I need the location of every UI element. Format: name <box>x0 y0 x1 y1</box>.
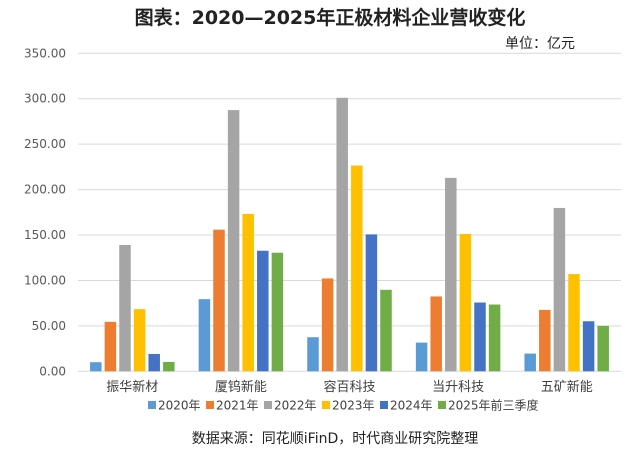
legend-label: 2023年 <box>332 399 375 413</box>
bar <box>90 362 102 372</box>
bar <box>119 245 131 372</box>
bar <box>365 234 378 372</box>
y-tick-label: 150.00 <box>24 228 66 242</box>
y-tick-label: 100.00 <box>24 273 66 287</box>
bar <box>524 353 536 372</box>
bar <box>568 274 580 372</box>
legend-swatch <box>380 401 388 409</box>
source-note: 数据来源：同花顺iFinD，时代商业研究院整理 <box>192 431 478 447</box>
bar <box>133 309 146 372</box>
bar <box>582 321 595 372</box>
x-tick-label: 五矿新能 <box>541 379 593 395</box>
legend-swatch <box>438 401 446 409</box>
bar <box>163 361 175 372</box>
legend-label: 2020年 <box>158 399 201 413</box>
bar <box>336 97 348 372</box>
legend-label: 2024年 <box>390 399 433 413</box>
bar <box>488 304 501 372</box>
bar <box>445 177 457 372</box>
x-tick-label: 当升科技 <box>432 380 484 395</box>
bar <box>227 110 240 372</box>
bar <box>415 342 428 372</box>
bar <box>597 325 609 372</box>
y-tick-label: 0.00 <box>39 364 66 378</box>
y-tick-label: 300.00 <box>24 92 66 106</box>
bar <box>213 229 225 372</box>
legend-swatch <box>322 401 330 409</box>
bar <box>104 321 117 372</box>
y-tick-label: 50.00 <box>32 319 66 333</box>
bar <box>198 299 211 372</box>
unit-label: 单位：亿元 <box>505 36 575 52</box>
legend-label: 2025年前三季度 <box>448 398 539 413</box>
bar <box>271 252 284 372</box>
legend-swatch <box>264 401 272 409</box>
legend-swatch <box>206 401 214 409</box>
x-tick-label: 振华新材 <box>106 379 158 395</box>
bar <box>257 250 269 372</box>
chart-title: 图表：2020—2025年正极材料企业营收变化 <box>135 6 526 29</box>
bar <box>307 337 319 372</box>
bar <box>148 353 160 372</box>
bar <box>474 302 486 372</box>
bar <box>242 213 254 372</box>
bar <box>430 296 442 372</box>
y-tick-label: 200.00 <box>24 183 66 197</box>
bar <box>321 278 334 372</box>
y-tick-label: 350.00 <box>24 46 66 60</box>
bar <box>539 309 551 372</box>
bar <box>351 165 363 372</box>
y-tick-label: 250.00 <box>24 137 66 151</box>
x-tick-label: 容百科技 <box>323 379 375 395</box>
bar <box>553 207 566 372</box>
legend-swatch <box>148 401 156 409</box>
bar <box>459 234 472 372</box>
x-tick-label: 厦钨新能 <box>215 379 267 395</box>
bar <box>380 289 392 372</box>
legend-label: 2021年 <box>216 399 259 413</box>
legend-label: 2022年 <box>274 399 317 413</box>
